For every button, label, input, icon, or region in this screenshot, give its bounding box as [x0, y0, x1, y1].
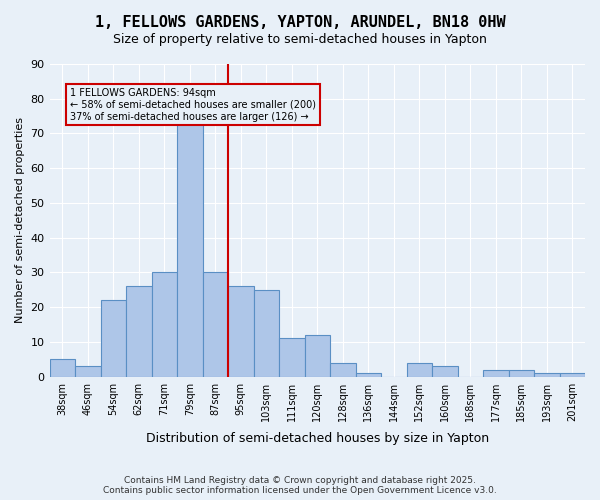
Text: Size of property relative to semi-detached houses in Yapton: Size of property relative to semi-detach…	[113, 32, 487, 46]
Bar	[254, 290, 279, 376]
X-axis label: Distribution of semi-detached houses by size in Yapton: Distribution of semi-detached houses by …	[146, 432, 489, 445]
Bar	[101, 300, 126, 376]
Text: 1 FELLOWS GARDENS: 94sqm
← 58% of semi-detached houses are smaller (200)
37% of : 1 FELLOWS GARDENS: 94sqm ← 58% of semi-d…	[70, 88, 316, 122]
Bar	[483, 370, 509, 376]
Bar	[279, 338, 305, 376]
Bar	[509, 370, 534, 376]
Bar	[228, 286, 254, 376]
Bar	[75, 366, 101, 376]
Bar	[356, 373, 381, 376]
Bar	[305, 335, 330, 376]
Text: Contains HM Land Registry data © Crown copyright and database right 2025.
Contai: Contains HM Land Registry data © Crown c…	[103, 476, 497, 495]
Bar	[560, 373, 585, 376]
Bar	[50, 360, 75, 376]
Bar	[126, 286, 152, 376]
Y-axis label: Number of semi-detached properties: Number of semi-detached properties	[15, 118, 25, 324]
Bar	[432, 366, 458, 376]
Bar	[407, 363, 432, 376]
Bar	[177, 123, 203, 376]
Bar	[203, 272, 228, 376]
Text: 1, FELLOWS GARDENS, YAPTON, ARUNDEL, BN18 0HW: 1, FELLOWS GARDENS, YAPTON, ARUNDEL, BN1…	[95, 15, 505, 30]
Bar	[152, 272, 177, 376]
Bar	[330, 363, 356, 376]
Bar	[534, 373, 560, 376]
